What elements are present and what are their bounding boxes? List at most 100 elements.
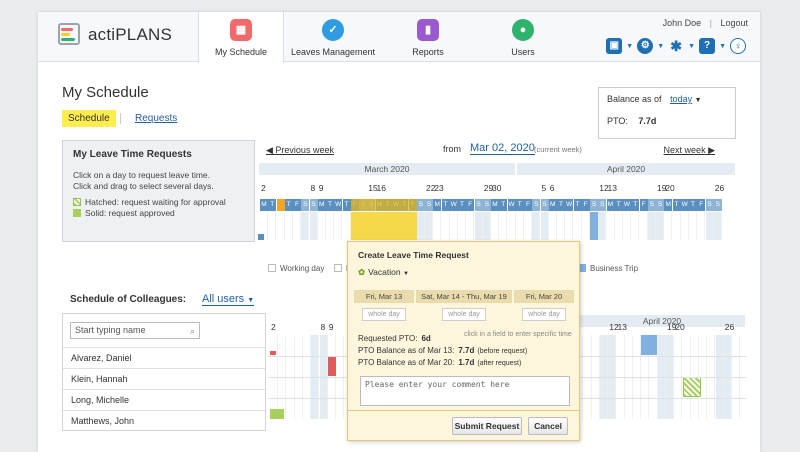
day-cell[interactable]: [416, 212, 425, 240]
day-cell[interactable]: [309, 212, 318, 240]
lightbulb-icon[interactable]: ♀: [730, 38, 746, 54]
logout-link[interactable]: Logout: [720, 18, 748, 28]
day-cell[interactable]: [524, 212, 532, 240]
selected-range[interactable]: [350, 212, 417, 240]
day-cell[interactable]: [697, 212, 706, 240]
time-field[interactable]: whole day: [362, 308, 406, 321]
day-cell[interactable]: [540, 212, 549, 240]
day-cell[interactable]: [680, 212, 689, 240]
day-cell[interactable]: [507, 212, 516, 240]
leave-type-select[interactable]: ✿ Vacation ▼: [358, 267, 409, 278]
list-item[interactable]: Klein, Hannah: [63, 368, 265, 389]
day-cell[interactable]: [614, 212, 623, 240]
tab-requests[interactable]: Requests: [135, 113, 178, 124]
day-cell[interactable]: [425, 212, 433, 240]
users-filter-select[interactable]: All users ▼: [202, 293, 255, 306]
approved-leave-bar[interactable]: [270, 409, 284, 419]
day-cell[interactable]: [647, 212, 656, 240]
help-icon[interactable]: ?: [699, 38, 716, 54]
day-cell[interactable]: [548, 212, 557, 240]
puzzle-icon[interactable]: ✱: [670, 38, 682, 54]
day-letter-cell: M: [317, 199, 326, 211]
time-field[interactable]: whole day: [442, 308, 486, 321]
chevron-down-icon[interactable]: ▼: [626, 42, 634, 50]
list-item[interactable]: Long, Michelle: [63, 389, 265, 410]
day-cell[interactable]: [606, 212, 615, 240]
day-cell[interactable]: [713, 212, 722, 240]
pto-label: PTO:: [607, 116, 628, 126]
day-cell[interactable]: [664, 212, 673, 240]
previous-week-link[interactable]: ◀ Previous week: [266, 145, 334, 155]
list-item[interactable]: Alvarez, Daniel: [63, 347, 265, 368]
sick-leave-bar[interactable]: [327, 356, 336, 376]
cancel-button[interactable]: Cancel: [528, 417, 568, 435]
my-requests-heading: My Leave Time Requests: [73, 149, 192, 160]
day-number: 12: [599, 183, 609, 193]
day-cell[interactable]: [623, 212, 631, 240]
day-cell[interactable]: [317, 212, 326, 240]
day-cell[interactable]: [268, 212, 277, 240]
day-cell[interactable]: [482, 212, 491, 240]
colleague-search-input[interactable]: Start typing name ⌕: [70, 322, 200, 339]
day-cell[interactable]: [532, 212, 541, 240]
day-number: 26: [714, 183, 725, 193]
day-cell[interactable]: [284, 212, 293, 240]
day-cell[interactable]: [557, 212, 565, 240]
business-trip-bar[interactable]: [641, 335, 658, 355]
next-week-link[interactable]: Next week ▶: [663, 145, 715, 155]
day-cell[interactable]: [449, 212, 458, 240]
from-date-picker[interactable]: Mar 02, 2020: [470, 142, 535, 155]
day-cell[interactable]: [326, 212, 334, 240]
day-letter-cell: S: [598, 199, 607, 211]
day-number: 22: [426, 183, 436, 193]
nav-my-schedule[interactable]: ▦ My Schedule: [198, 12, 284, 63]
day-cell[interactable]: [441, 212, 450, 240]
day-cell[interactable]: [499, 212, 508, 240]
balance-period-select[interactable]: today: [670, 94, 693, 104]
day-cell[interactable]: [342, 212, 351, 240]
day-cell[interactable]: [581, 212, 590, 240]
submit-request-button[interactable]: Submit Request: [452, 417, 522, 435]
bar-chart-icon: ▮: [417, 19, 439, 41]
comment-field[interactable]: Please enter your comment here: [360, 376, 570, 406]
day-cell[interactable]: [672, 212, 681, 240]
tab-schedule[interactable]: Schedule: [62, 110, 116, 127]
day-cell[interactable]: [474, 212, 483, 240]
integrations-icon[interactable]: ▣: [606, 38, 623, 54]
leave-marker[interactable]: [270, 351, 276, 355]
business-trip-bar[interactable]: [590, 212, 598, 240]
day-cell[interactable]: [466, 212, 475, 240]
day-cell[interactable]: [639, 212, 648, 240]
gear-icon[interactable]: ⚙: [637, 38, 654, 54]
day-cell[interactable]: [598, 212, 607, 240]
day-cell[interactable]: [631, 212, 640, 240]
day-cell[interactable]: [433, 212, 442, 240]
chevron-down-icon[interactable]: ▼: [694, 97, 702, 104]
chevron-down-icon[interactable]: ▼: [719, 42, 726, 50]
day-cell[interactable]: [260, 212, 268, 240]
day-letter-cell: S: [416, 199, 425, 211]
time-field[interactable]: whole day: [522, 308, 566, 321]
user-name[interactable]: John Doe: [662, 18, 702, 28]
day-cell[interactable]: [573, 212, 582, 240]
list-item[interactable]: Matthews, John: [63, 410, 265, 431]
pending-leave-bar[interactable]: [682, 377, 701, 397]
day-cell[interactable]: [293, 212, 301, 240]
day-cell[interactable]: [491, 212, 499, 240]
chevron-down-icon[interactable]: ▼: [688, 42, 696, 50]
search-icon: ⌕: [189, 326, 195, 336]
day-cell[interactable]: [656, 212, 664, 240]
day-cell[interactable]: [705, 212, 714, 240]
day-cell[interactable]: [334, 212, 343, 240]
day-cell[interactable]: [458, 212, 466, 240]
chevron-down-icon[interactable]: ▼: [657, 42, 665, 50]
day-number: 2: [271, 322, 276, 332]
nav-reports[interactable]: ▮ Reports: [388, 12, 468, 62]
day-cell[interactable]: [301, 212, 310, 240]
day-cell[interactable]: [689, 212, 697, 240]
day-cell[interactable]: [515, 212, 524, 240]
nav-users[interactable]: ● Users: [483, 12, 563, 62]
day-cell[interactable]: [565, 212, 574, 240]
nav-leaves-management[interactable]: ✓ Leaves Management: [285, 12, 381, 62]
day-cell[interactable]: [276, 212, 285, 240]
